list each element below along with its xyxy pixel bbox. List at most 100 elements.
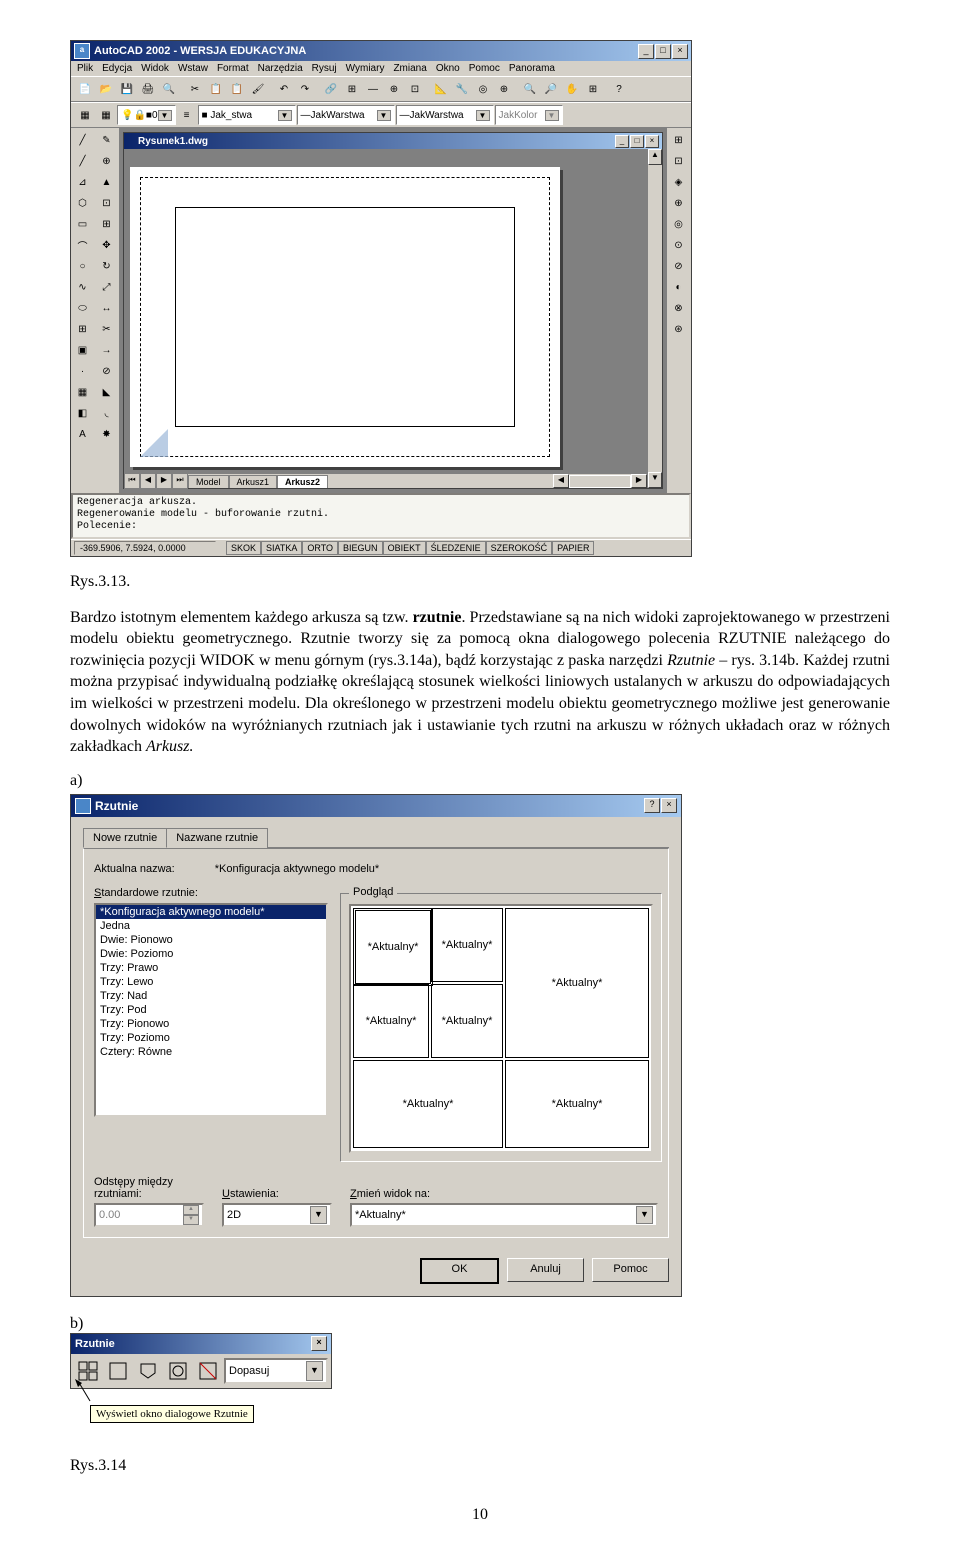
menu-item[interactable]: Widok <box>141 63 169 74</box>
list-item[interactable]: Trzy: Poziomo <box>96 1031 326 1045</box>
pline-icon[interactable]: ⊿ <box>72 172 93 193</box>
list-item[interactable]: Dwie: Poziomo <box>96 947 326 961</box>
break-icon[interactable]: ⊘ <box>96 361 117 382</box>
tool-icon[interactable]: ⊕ <box>494 79 514 99</box>
preview-icon[interactable]: 🔍 <box>159 79 179 99</box>
tool-icon[interactable]: ⊡ <box>405 79 425 99</box>
match-icon[interactable]: 🖌 <box>248 79 268 99</box>
menu-item[interactable]: Format <box>217 63 249 74</box>
offset-icon[interactable]: ⊡ <box>96 193 117 214</box>
arc-icon[interactable]: ⌒ <box>72 235 93 256</box>
menu-item[interactable]: Plik <box>77 63 93 74</box>
menu-item[interactable]: Edycja <box>102 63 132 74</box>
toggle-obiekt[interactable]: OBIEKT <box>383 541 426 555</box>
close-button[interactable]: × <box>661 798 677 813</box>
copy-icon[interactable]: ⊕ <box>96 151 117 172</box>
copy-icon[interactable]: 📋 <box>206 79 226 99</box>
single-viewport-icon[interactable] <box>104 1357 132 1385</box>
list-item[interactable]: Trzy: Pionowo <box>96 1017 326 1031</box>
plotstyle-combo[interactable]: JakKolor▼ <box>495 105 563 125</box>
scroll-thumb[interactable] <box>569 475 631 488</box>
tool-icon[interactable]: ◎ <box>668 214 689 235</box>
polygon-icon[interactable]: ⬡ <box>72 193 93 214</box>
ellipse-icon[interactable]: ⬭ <box>72 298 93 319</box>
tool-icon[interactable]: ⊞ <box>668 130 689 151</box>
trim-icon[interactable]: ✂ <box>96 319 117 340</box>
settings-dropdown[interactable]: 2D▼ <box>222 1203 332 1227</box>
extend-icon[interactable]: → <box>96 340 117 361</box>
command-line[interactable]: Regeneracja arkusza. Regenerowanie model… <box>71 493 691 539</box>
tool-icon[interactable]: ⊗ <box>668 298 689 319</box>
pan-icon[interactable]: ✋ <box>562 79 582 99</box>
chamfer-icon[interactable]: ◣ <box>96 382 117 403</box>
list-item[interactable]: Trzy: Lewo <box>96 975 326 989</box>
menu-item[interactable]: Panorama <box>509 63 555 74</box>
tool-icon[interactable]: ⊞ <box>583 79 603 99</box>
std-viewports-list[interactable]: *Konfiguracja aktywnego modelu* Jedna Dw… <box>94 903 328 1117</box>
close-button[interactable]: × <box>672 44 688 59</box>
tab-nav-next[interactable]: ▶ <box>156 473 172 489</box>
gap-spinner[interactable]: 0.00 ▲▼ <box>94 1203 204 1227</box>
toggle-siatka[interactable]: SIATKA <box>261 541 302 555</box>
scroll-up-button[interactable]: ▲ <box>648 149 662 165</box>
lineweight-combo[interactable]: — JakWarstwa▼ <box>396 105 494 125</box>
fillet-icon[interactable]: ◟ <box>96 403 117 424</box>
clip-viewport-icon[interactable] <box>194 1357 222 1385</box>
scroll-right-button[interactable]: ▶ <box>631 474 647 488</box>
menu-item[interactable]: Narzędzia <box>258 63 303 74</box>
menu-item[interactable]: Okno <box>436 63 460 74</box>
open-icon[interactable]: 📂 <box>96 79 116 99</box>
text-icon[interactable]: A <box>72 424 93 445</box>
tool-icon[interactable]: ⊙ <box>668 235 689 256</box>
explode-icon[interactable]: ✸ <box>96 424 117 445</box>
redo-icon[interactable]: ↷ <box>295 79 315 99</box>
doc-minimize-button[interactable]: _ <box>615 135 629 148</box>
help-icon[interactable]: ? <box>609 79 629 99</box>
object-viewport-icon[interactable] <box>164 1357 192 1385</box>
point-icon[interactable]: · <box>72 361 93 382</box>
paste-icon[interactable]: 📋 <box>227 79 247 99</box>
block-icon[interactable]: ▣ <box>72 340 93 361</box>
tool-icon[interactable]: 🔗 <box>321 79 341 99</box>
tab-nav-first[interactable]: ⏮ <box>124 473 140 489</box>
tab-named-viewports[interactable]: Nazwane rzutnie <box>166 828 268 848</box>
toggle-biegun[interactable]: BIEGUN <box>338 541 383 555</box>
list-item[interactable]: Cztery: Równe <box>96 1045 326 1059</box>
ok-button[interactable]: OK <box>420 1258 499 1284</box>
save-icon[interactable]: 💾 <box>117 79 137 99</box>
list-item[interactable]: Trzy: Prawo <box>96 961 326 975</box>
spline-icon[interactable]: ∿ <box>72 277 93 298</box>
circle-icon[interactable]: ○ <box>72 256 93 277</box>
scroll-left-button[interactable]: ◀ <box>553 474 569 488</box>
cut-icon[interactable]: ✂ <box>185 79 205 99</box>
layer-icon[interactable]: ▦ <box>96 105 116 125</box>
toggle-orto[interactable]: ORTO <box>302 541 338 555</box>
mirror-icon[interactable]: ▲ <box>96 172 117 193</box>
toggle-szerokosc[interactable]: SZEROKOŚĆ <box>486 541 553 555</box>
menu-item[interactable]: Pomoc <box>469 63 500 74</box>
region-icon[interactable]: ◧ <box>72 403 93 424</box>
insert-icon[interactable]: ⊞ <box>72 319 93 340</box>
layer-icon[interactable]: ≡ <box>177 105 197 125</box>
change-view-dropdown[interactable]: *Aktualny*▼ <box>350 1203 658 1227</box>
toggle-skok[interactable]: SKOK <box>226 541 261 555</box>
print-icon[interactable]: 🖨 <box>138 79 158 99</box>
tool-icon[interactable]: ⊛ <box>668 319 689 340</box>
maximize-button[interactable]: □ <box>655 44 671 59</box>
xline-icon[interactable]: ╱ <box>72 151 93 172</box>
line-icon[interactable]: ╱ <box>72 130 93 151</box>
scroll-down-button[interactable]: ▼ <box>648 472 662 488</box>
undo-icon[interactable]: ↶ <box>274 79 294 99</box>
toggle-papier[interactable]: PAPIER <box>552 541 594 555</box>
toggle-sledzenie[interactable]: ŚLEDZENIE <box>426 541 486 555</box>
layer-combo[interactable]: 💡🔒■ 0▼ <box>117 105 176 125</box>
list-item[interactable]: Jedna <box>96 919 326 933</box>
linetype-combo[interactable]: — JakWarstwa▼ <box>297 105 395 125</box>
help-button[interactable]: Pomoc <box>592 1258 669 1282</box>
tool-icon[interactable]: ⊕ <box>384 79 404 99</box>
scale-combo[interactable]: Dopasuj▼ <box>224 1358 328 1384</box>
paper-space[interactable] <box>124 149 647 473</box>
tab-nav-last[interactable]: ⏭ <box>172 473 188 489</box>
list-item[interactable]: *Konfiguracja aktywnego modelu* <box>96 905 326 919</box>
hatch-icon[interactable]: ▦ <box>72 382 93 403</box>
